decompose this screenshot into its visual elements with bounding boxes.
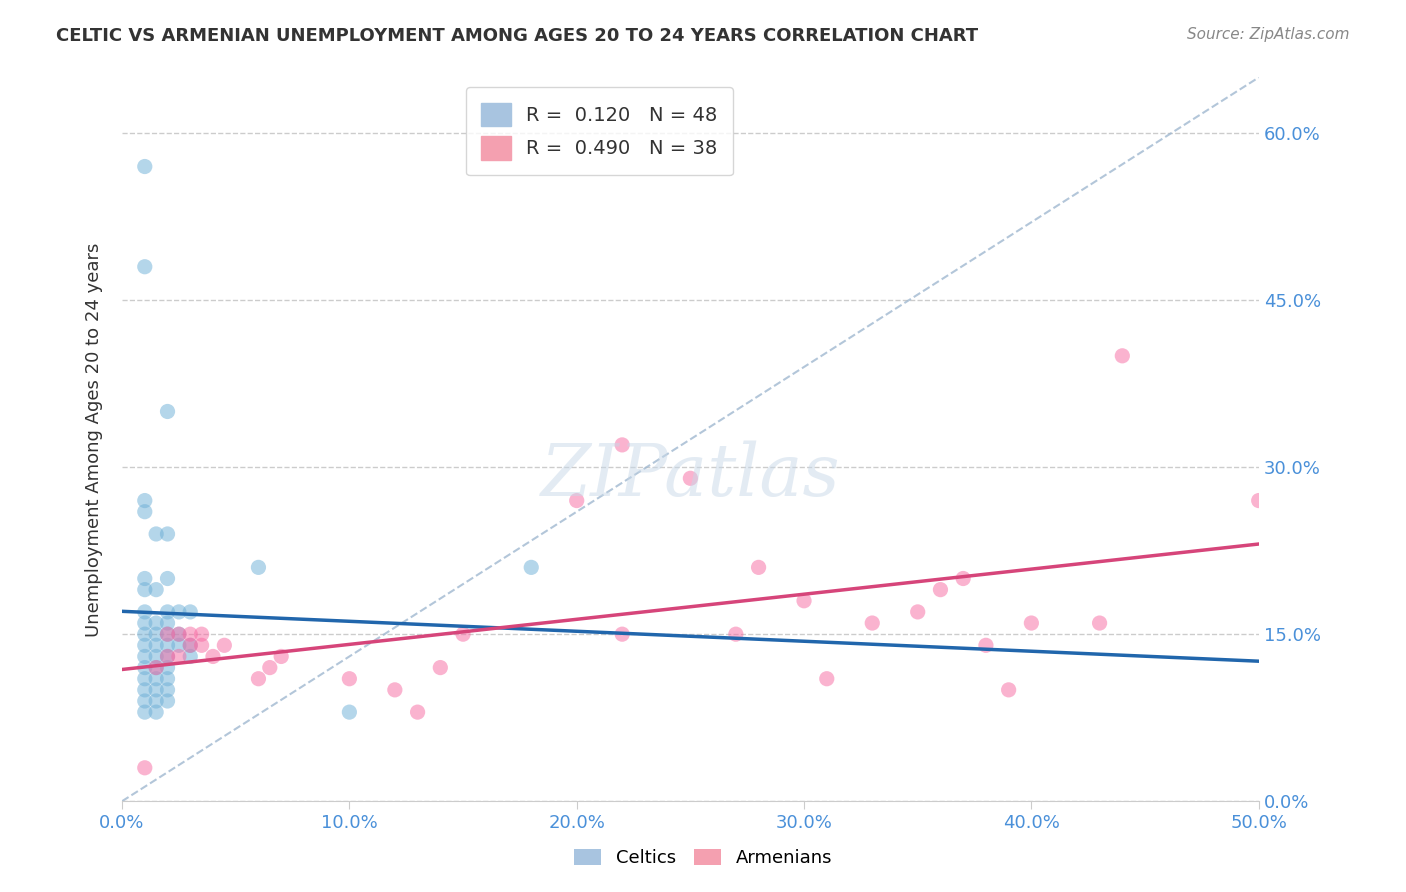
- Celtics: [156, 682, 179, 697]
- Armenians: [167, 627, 190, 641]
- Celtics: [145, 694, 167, 708]
- Armenians: [1111, 349, 1133, 363]
- Armenians: [201, 649, 224, 664]
- Armenians: [974, 638, 997, 652]
- Armenians: [247, 672, 270, 686]
- Celtics: [156, 605, 179, 619]
- Celtics: [167, 638, 190, 652]
- Celtics: [134, 493, 156, 508]
- Celtics: [179, 638, 201, 652]
- Armenians: [793, 594, 815, 608]
- Celtics: [134, 705, 156, 719]
- Celtics: [156, 527, 179, 541]
- Celtics: [156, 694, 179, 708]
- Armenians: [156, 627, 179, 641]
- Celtics: [134, 694, 156, 708]
- Armenians: [406, 705, 429, 719]
- Celtics: [145, 660, 167, 674]
- Celtics: [134, 682, 156, 697]
- Celtics: [134, 627, 156, 641]
- Armenians: [451, 627, 474, 641]
- Armenians: [612, 438, 634, 452]
- Celtics: [134, 505, 156, 519]
- Celtics: [156, 615, 179, 630]
- Armenians: [724, 627, 747, 641]
- Celtics: [134, 638, 156, 652]
- Celtics: [167, 627, 190, 641]
- Armenians: [907, 605, 929, 619]
- Celtics: [520, 560, 543, 574]
- Celtics: [145, 615, 167, 630]
- Text: CELTIC VS ARMENIAN UNEMPLOYMENT AMONG AGES 20 TO 24 YEARS CORRELATION CHART: CELTIC VS ARMENIAN UNEMPLOYMENT AMONG AG…: [56, 27, 979, 45]
- Armenians: [1247, 493, 1270, 508]
- Armenians: [179, 638, 201, 652]
- Legend: R =  0.120   N = 48, R =  0.490   N = 38: R = 0.120 N = 48, R = 0.490 N = 38: [465, 87, 733, 176]
- Celtics: [145, 638, 167, 652]
- Armenians: [997, 682, 1019, 697]
- Armenians: [679, 471, 702, 485]
- Armenians: [179, 627, 201, 641]
- Celtics: [156, 638, 179, 652]
- Armenians: [259, 660, 281, 674]
- Armenians: [1021, 615, 1043, 630]
- Armenians: [156, 649, 179, 664]
- Y-axis label: Unemployment Among Ages 20 to 24 years: Unemployment Among Ages 20 to 24 years: [86, 242, 103, 637]
- Text: ZIPatlas: ZIPatlas: [540, 441, 841, 511]
- Celtics: [145, 705, 167, 719]
- Celtics: [134, 660, 156, 674]
- Celtics: [134, 605, 156, 619]
- Celtics: [134, 582, 156, 597]
- Celtics: [156, 627, 179, 641]
- Celtics: [145, 672, 167, 686]
- Armenians: [748, 560, 770, 574]
- Celtics: [134, 572, 156, 586]
- Celtics: [179, 605, 201, 619]
- Armenians: [952, 572, 974, 586]
- Armenians: [1088, 615, 1111, 630]
- Celtics: [247, 560, 270, 574]
- Armenians: [929, 582, 952, 597]
- Celtics: [134, 160, 156, 174]
- Celtics: [134, 615, 156, 630]
- Armenians: [167, 649, 190, 664]
- Celtics: [134, 672, 156, 686]
- Celtics: [145, 649, 167, 664]
- Armenians: [612, 627, 634, 641]
- Celtics: [156, 649, 179, 664]
- Armenians: [384, 682, 406, 697]
- Celtics: [145, 527, 167, 541]
- Armenians: [860, 615, 883, 630]
- Armenians: [565, 493, 588, 508]
- Celtics: [145, 682, 167, 697]
- Celtics: [145, 627, 167, 641]
- Celtics: [337, 705, 360, 719]
- Celtics: [167, 605, 190, 619]
- Armenians: [190, 627, 212, 641]
- Celtics: [134, 260, 156, 274]
- Armenians: [337, 672, 360, 686]
- Celtics: [179, 649, 201, 664]
- Celtics: [134, 649, 156, 664]
- Text: Source: ZipAtlas.com: Source: ZipAtlas.com: [1187, 27, 1350, 42]
- Celtics: [156, 404, 179, 418]
- Legend: Celtics, Armenians: Celtics, Armenians: [567, 841, 839, 874]
- Armenians: [134, 761, 156, 775]
- Armenians: [145, 660, 167, 674]
- Celtics: [156, 660, 179, 674]
- Armenians: [190, 638, 212, 652]
- Celtics: [156, 672, 179, 686]
- Celtics: [145, 582, 167, 597]
- Armenians: [270, 649, 292, 664]
- Armenians: [429, 660, 451, 674]
- Armenians: [815, 672, 838, 686]
- Celtics: [156, 572, 179, 586]
- Armenians: [214, 638, 236, 652]
